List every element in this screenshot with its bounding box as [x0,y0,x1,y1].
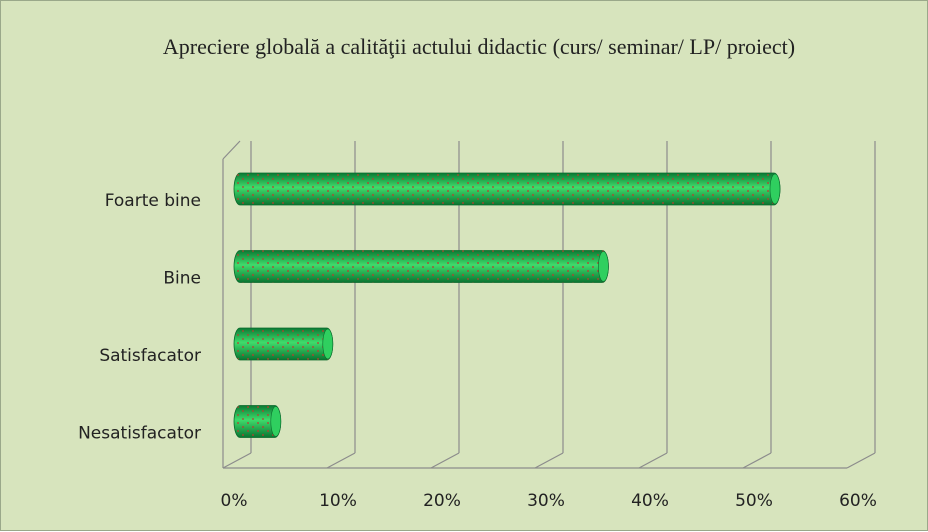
wall-edge [222,140,241,160]
y-tick-label: Foarte bine [105,191,201,211]
bar-end [322,328,334,360]
grid-line [638,452,668,469]
grid-line [222,452,252,469]
bar-texture [234,250,609,283]
grid-line [326,452,356,469]
x-tick-label: 40% [631,491,669,511]
bar-end [270,406,282,437]
bar-texture [234,328,333,360]
x-tick-label: 60% [839,491,877,511]
x-tick-label: 0% [221,491,248,511]
x-tick-label: 20% [423,491,461,511]
bar-texture [234,405,281,438]
grid-line [534,452,564,469]
grid-line [846,452,876,469]
y-tick-label: Bine [163,269,201,289]
grid-line [430,452,460,469]
y-tick-label: Nesatisfacator [78,424,201,444]
x-tick-label: 50% [735,491,773,511]
bar-end [769,173,781,205]
grid-line [742,452,772,469]
chart-title: Apreciere globală a calităţii actului di… [162,34,796,59]
x-tick-label: 10% [319,491,357,511]
y-tick-label: Satisfacator [99,346,201,366]
bar-end [598,251,609,282]
x-tick-label: 30% [527,491,565,511]
bar-texture [234,173,780,205]
